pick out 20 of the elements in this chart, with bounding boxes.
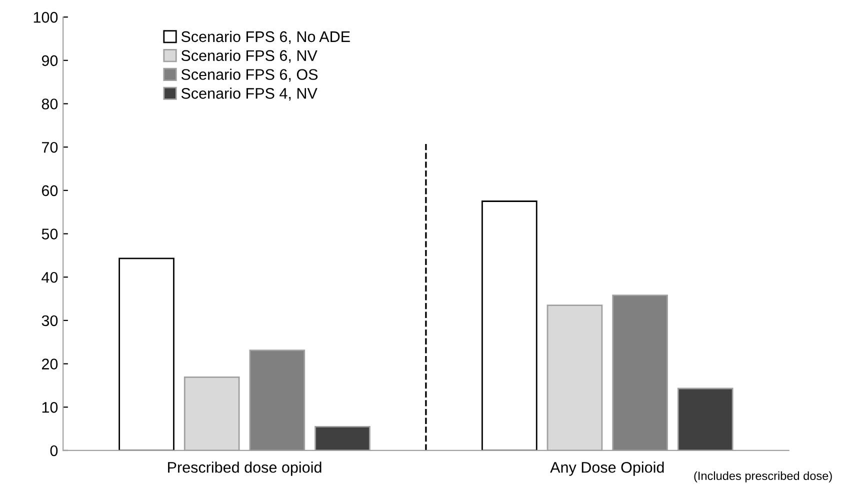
legend-label: Scenario FPS 4, NV — [181, 88, 318, 101]
y-tick-label: 50 — [42, 228, 58, 240]
bar — [118, 258, 174, 450]
legend-label: Scenario FPS 6, No ADE — [181, 30, 350, 44]
legend-label: Scenario FPS 6, NV — [181, 50, 318, 63]
y-tick-label: 40 — [42, 272, 58, 283]
x-tick-label: Prescribed dose opioid — [168, 462, 322, 476]
y-tick-label: 10 — [42, 402, 58, 413]
text: (Includes prescribed dose) — [694, 471, 832, 482]
y-tick-label: 0 — [50, 445, 58, 456]
y-tick-label: 80 — [42, 98, 58, 110]
y-tick-label: 70 — [42, 142, 58, 153]
y-tick-label: 100 — [34, 12, 58, 23]
y-tick-label: 20 — [42, 358, 58, 370]
y-tick-label: 60 — [42, 185, 58, 196]
x-tick-label: Any Dose Opioid — [550, 462, 664, 476]
bar — [482, 200, 538, 450]
y-tick-label: 30 — [42, 315, 58, 326]
y-tick-label: 90 — [42, 55, 58, 66]
legend-label: Scenario FPS 6, OS — [181, 68, 318, 82]
